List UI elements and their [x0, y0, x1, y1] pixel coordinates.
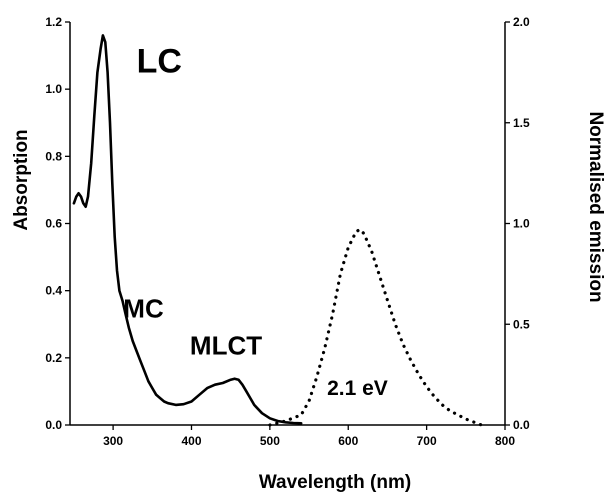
absorption-series-line	[72, 34, 303, 425]
annotation-lc: LC	[137, 42, 182, 80]
x-tick-label: 600	[338, 434, 358, 448]
y-left-tick-label: 1.0	[45, 82, 62, 96]
x-tick-label: 800	[495, 434, 515, 448]
x-tick-label: 400	[181, 434, 201, 448]
y-left-tick-label: 1.2	[45, 15, 62, 29]
annotation-mc: MC	[123, 294, 164, 324]
y-left-tick-label: 0.6	[45, 217, 62, 231]
y-right-tick-label: 0.0	[513, 418, 530, 432]
x-axis-title: Wavelength (nm)	[259, 472, 411, 493]
y-left-tick-label: 0.2	[45, 351, 62, 365]
y-axis-right-title: Normalised emission	[585, 111, 605, 302]
y-right-tick-label: 1.5	[513, 116, 530, 130]
emission-series-line	[268, 227, 484, 427]
annotation-mlct: MLCT	[190, 330, 262, 360]
axes	[69, 22, 506, 426]
series	[72, 34, 484, 427]
x-tick-label: 700	[417, 434, 437, 448]
y-right-tick-label: 1.0	[513, 217, 530, 231]
x-tick-label: 300	[103, 434, 123, 448]
y-right-tick-label: 0.5	[513, 317, 530, 331]
y-axis-left-title: Absorption	[11, 129, 32, 230]
x-tick-label: 500	[260, 434, 280, 448]
annotations: LC MC MLCT 2.1 eV	[123, 42, 388, 399]
y-left-tick-label: 0.0	[45, 418, 62, 432]
y-left-tick-label: 0.8	[45, 149, 62, 163]
y-right-tick-label: 2.0	[513, 15, 530, 29]
ticks: 0.0 0.2 0.4 0.6 0.8 1.0 1.2 0.0 0.5 1.0 1.5 2.0 300 4…	[45, 15, 530, 448]
annotation-energy: 2.1 eV	[327, 377, 388, 400]
y-left-tick-label: 0.4	[45, 284, 62, 298]
